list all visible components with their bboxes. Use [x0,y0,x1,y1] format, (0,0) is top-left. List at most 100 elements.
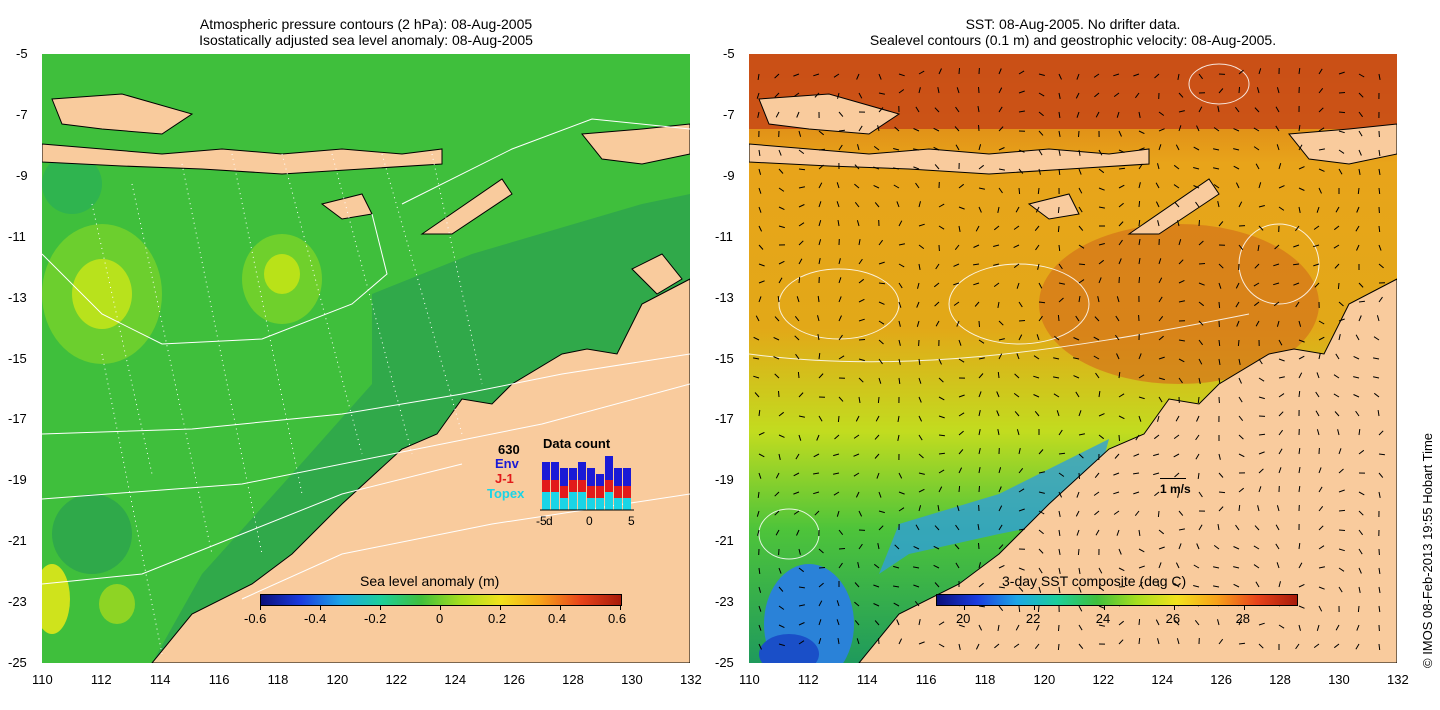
velocity-arrow [998,467,1002,474]
velocity-arrow [1138,529,1141,536]
velocity-arrow [1178,279,1185,284]
velocity-arrow [1338,130,1345,134]
velocity-arrow [853,472,860,477]
velocity-arrow [1157,638,1160,645]
velocity-arrow [778,168,784,174]
velocity-arrow [1318,566,1325,569]
velocity-arrow [1198,320,1204,326]
velocity-arrow [917,282,920,289]
velocity-arrow [1058,567,1061,574]
velocity-arrow [1174,202,1180,208]
velocity-arrow [898,89,905,94]
velocity-arrow [1178,110,1185,113]
velocity-arrow [918,396,922,403]
velocity-arrow [758,280,765,284]
velocity-arrow [836,182,840,189]
sla-tick-label: -0.4 [304,611,327,626]
velocity-arrow [838,562,843,569]
velocity-arrow [774,491,780,497]
velocity-arrow [818,130,825,136]
velocity-arrow [873,184,880,189]
velocity-arrow [1133,73,1140,77]
velocity-arrow [1176,638,1180,645]
velocity-arrow [878,239,884,246]
velocity-arrow [978,582,984,588]
velocity-arrow [998,544,1004,550]
velocity-arrow [1358,491,1365,496]
sla-tick-mark [380,606,381,610]
velocity-arrow [1355,334,1360,341]
velocity-arrow [1078,244,1085,249]
velocity-arrow [1298,448,1301,455]
velocity-arrow [838,355,845,360]
velocity-arrow [913,166,920,170]
lat-tick-right: -5 [723,46,735,61]
velocity-arrow [1218,472,1224,478]
velocity-arrow [938,415,945,419]
velocity-arrow [874,453,880,459]
velocity-arrow [1098,277,1102,284]
velocity-arrow [1173,434,1180,440]
inset-xtick-b: d [546,514,553,528]
velocity-arrow [1253,282,1260,287]
velocity-arrow [1058,244,1061,252]
velocity-arrow [1378,187,1381,195]
lat-tick-left: -7 [16,106,28,122]
velocity-arrow [778,453,781,461]
sla-tick-mark [560,606,561,610]
velocity-arrow [1038,92,1045,97]
velocity-arrow [1198,524,1203,531]
velocity-arrow [1098,586,1105,592]
velocity-arrow [1198,240,1204,246]
velocity-arrow [1037,263,1040,270]
cold-coastal-strip [879,439,1109,574]
velocity-arrow [1038,168,1041,175]
velocity-arrow [854,582,860,588]
velocity-arrow [818,600,823,607]
velocity-arrow [978,357,985,360]
velocity-arrow [1358,449,1365,455]
velocity-arrow [858,92,863,99]
velocity-arrow [1138,130,1145,135]
velocity-arrow [758,206,762,213]
velocity-arrow [1275,106,1280,113]
lon-tick-right: 132 [1387,672,1409,687]
count-bar-topex [560,498,568,510]
velocity-arrow [1333,393,1340,398]
sla-peak-central [264,254,300,294]
inset-title: Data count [543,436,611,451]
velocity-arrow [1178,259,1184,265]
velocity-arrow [1133,491,1140,495]
velocity-arrow [913,128,920,132]
velocity-arrow [1318,68,1323,75]
sla-colorbar [260,594,622,606]
velocity-arrow [1196,415,1200,422]
velocity-arrow [858,377,864,383]
sea-level-anomaly-map [42,54,690,663]
velocity-arrow [1358,429,1361,436]
lon-tick-left: 118 [267,672,289,687]
velocity-arrow [1318,545,1325,550]
velocity-arrow [1238,642,1246,645]
velocity-arrow [837,220,840,227]
velocity-arrow [1078,586,1082,593]
velocity-arrow [1298,624,1301,631]
velocity-arrow [818,148,826,151]
velocity-arrow [1238,396,1243,403]
velocity-arrow [838,277,842,284]
velocity-arrow [938,203,945,208]
velocity-arrow [1337,429,1340,436]
sla-tick-label: 0 [436,611,444,626]
velocity-arrow [998,505,1003,512]
velocity-arrow [1138,147,1145,151]
velocity-arrow [1372,376,1380,379]
velocity-arrow [1094,92,1100,98]
velocity-arrow [838,144,843,151]
velocity-arrow [1058,111,1061,118]
velocity-arrow [818,373,824,379]
velocity-arrow [1058,624,1060,632]
sumba-island-sst [1027,193,1080,220]
sla-high-south [99,584,135,624]
velocity-arrow [1095,529,1100,536]
lat-tick-left: -15 [8,350,27,366]
